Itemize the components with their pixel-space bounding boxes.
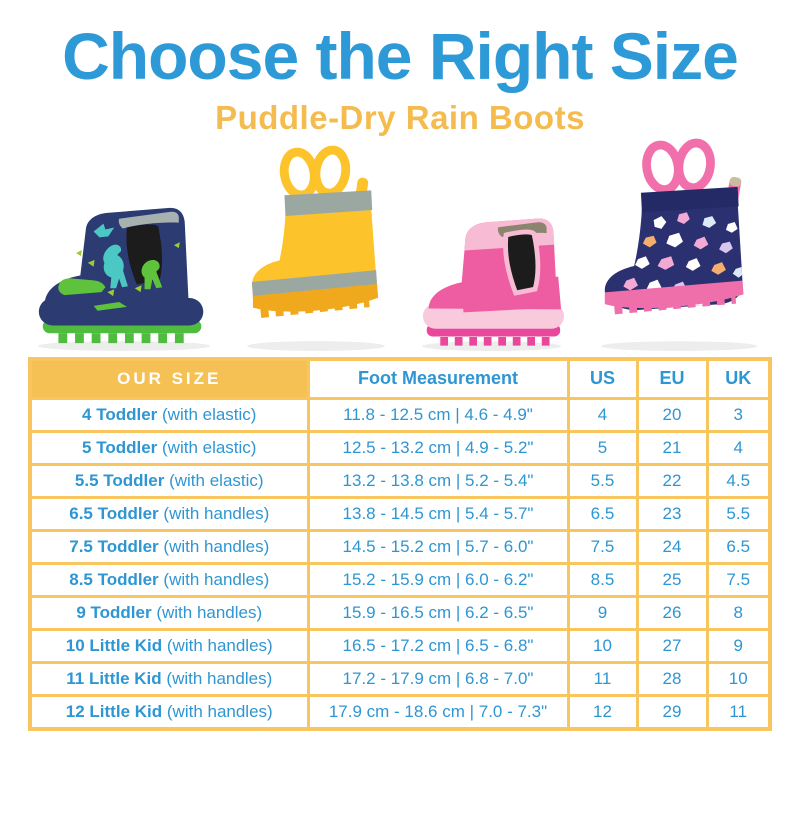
size-note: (with handles) — [163, 537, 270, 557]
size-cell: 7.5 Toddler (with handles) — [28, 529, 310, 566]
column-header-us: US — [566, 357, 639, 401]
uk-size-value: 10 — [705, 661, 772, 698]
foot-measurement-value: 15.9 - 16.5 cm | 6.2 - 6.5" — [306, 595, 570, 632]
size-value: 5.5 Toddler — [74, 471, 165, 491]
size-value: 10 Little Kid — [65, 636, 163, 656]
size-row: 11 Little Kid (with handles) 17.2 - 17.9… — [28, 661, 772, 698]
eu-size-value: 21 — [635, 430, 709, 467]
foot-measurement-value: 11.8 - 12.5 cm | 4.6 - 4.9" — [306, 397, 570, 434]
us-size-value: 4 — [566, 397, 639, 434]
uk-size-value: 11 — [705, 694, 772, 731]
us-size-value: 10 — [566, 628, 639, 665]
foot-measurement-value: 12.5 - 13.2 cm | 4.9 - 5.2" — [306, 430, 570, 467]
terrazzo-boot-image — [600, 138, 758, 351]
size-value: 8.5 Toddler — [69, 570, 159, 590]
size-guide-infographic: Choose the Right Size Puddle-Dry Rain Bo… — [0, 20, 800, 820]
foot-measurement-value: 13.2 - 13.8 cm | 5.2 - 5.4" — [306, 463, 570, 500]
eu-size-value: 27 — [635, 628, 709, 665]
size-row: 7.5 Toddler (with handles) 14.5 - 15.2 c… — [28, 529, 772, 566]
uk-size-value: 5.5 — [705, 496, 772, 533]
dinosaur-boot-image — [37, 207, 211, 351]
column-header-our-size: OUR SIZE — [28, 357, 310, 401]
eu-size-value: 20 — [635, 397, 709, 434]
size-cell: 5 Toddler (with elastic) — [28, 430, 310, 467]
size-cell: 10 Little Kid (with handles) — [28, 628, 310, 665]
size-cell: 6.5 Toddler (with handles) — [28, 496, 310, 533]
size-cell: 8.5 Toddler (with handles) — [28, 562, 310, 599]
size-value: 4 Toddler — [82, 405, 158, 425]
boots-row — [0, 138, 800, 351]
us-size-value: 5 — [566, 430, 639, 467]
size-row: 5 Toddler (with elastic) 12.5 - 13.2 cm … — [28, 430, 772, 467]
column-header-foot-measurement: Foot Measurement — [306, 357, 570, 401]
size-note: (with handles) — [166, 669, 273, 689]
size-note: (with elastic) — [169, 471, 264, 491]
page-subtitle: Puddle-Dry Rain Boots — [215, 98, 585, 136]
pink-boot-image — [421, 218, 565, 351]
uk-size-value: 4.5 — [705, 463, 772, 500]
eu-size-value: 25 — [635, 562, 709, 599]
size-cell: 4 Toddler (with elastic) — [28, 397, 310, 434]
size-note: (with elastic) — [162, 438, 257, 458]
eu-size-value: 23 — [635, 496, 709, 533]
uk-size-value: 3 — [705, 397, 772, 434]
us-size-value: 9 — [566, 595, 639, 632]
eu-size-value: 24 — [635, 529, 709, 566]
uk-size-value: 9 — [705, 628, 772, 665]
foot-measurement-value: 14.5 - 15.2 cm | 5.7 - 6.0" — [306, 529, 570, 566]
us-size-value: 6.5 — [566, 496, 639, 533]
uk-size-value: 4 — [705, 430, 772, 467]
foot-measurement-value: 13.8 - 14.5 cm | 5.4 - 5.7" — [306, 496, 570, 533]
size-value: 11 Little Kid — [66, 669, 162, 689]
size-note: (with handles) — [163, 504, 270, 524]
size-note: (with handles) — [166, 701, 273, 721]
size-value: 7.5 Toddler — [69, 537, 159, 557]
foot-measurement-value: 16.5 - 17.2 cm | 6.5 - 6.8" — [306, 628, 570, 665]
foot-measurement-value: 15.2 - 15.9 cm | 6.0 - 6.2" — [306, 562, 570, 599]
eu-size-value: 26 — [635, 595, 709, 632]
size-cell: 9 Toddler (with handles) — [28, 595, 310, 632]
size-row: 9 Toddler (with handles) 15.9 - 16.5 cm … — [28, 595, 772, 632]
eu-size-value: 22 — [635, 463, 709, 500]
yellow-boot-image — [247, 145, 386, 351]
us-size-value: 5.5 — [566, 463, 639, 500]
column-header-eu: EU — [635, 357, 709, 401]
page-title: Choose the Right Size — [62, 19, 739, 93]
foot-measurement-value: 17.2 - 17.9 cm | 6.8 - 7.0" — [306, 661, 570, 698]
size-value: 9 Toddler — [76, 603, 152, 623]
uk-size-value: 8 — [705, 595, 772, 632]
us-size-value: 11 — [566, 661, 639, 698]
size-value: 5 Toddler — [82, 438, 158, 458]
table-body: 4 Toddler (with elastic) 11.8 - 12.5 cm … — [28, 397, 772, 731]
size-value: 6.5 Toddler — [69, 504, 159, 524]
table-header-row: OUR SIZE Foot Measurement US EU UK — [28, 357, 772, 401]
size-row: 4 Toddler (with elastic) 11.8 - 12.5 cm … — [28, 397, 772, 434]
size-cell: 12 Little Kid (with handles) — [28, 694, 310, 731]
us-size-value: 8.5 — [566, 562, 639, 599]
size-note: (with handles) — [163, 570, 270, 590]
uk-size-value: 7.5 — [705, 562, 772, 599]
size-value: 12 Little Kid — [65, 701, 163, 721]
size-row: 12 Little Kid (with handles) 17.9 cm - 1… — [28, 694, 772, 731]
eu-size-value: 28 — [635, 661, 709, 698]
size-note: (with elastic) — [162, 405, 257, 425]
eu-size-value: 29 — [635, 694, 709, 731]
foot-measurement-value: 17.9 cm - 18.6 cm | 7.0 - 7.3" — [306, 694, 570, 731]
column-header-uk: UK — [705, 357, 772, 401]
size-chart-table: OUR SIZE Foot Measurement US EU UK 4 Tod… — [28, 356, 772, 731]
size-row: 10 Little Kid (with handles) 16.5 - 17.2… — [28, 628, 772, 665]
uk-size-value: 6.5 — [705, 529, 772, 566]
us-size-value: 7.5 — [566, 529, 639, 566]
size-row: 5.5 Toddler (with elastic) 13.2 - 13.8 c… — [28, 463, 772, 500]
size-cell: 5.5 Toddler (with elastic) — [28, 463, 310, 500]
size-row: 8.5 Toddler (with handles) 15.2 - 15.9 c… — [28, 562, 772, 599]
size-cell: 11 Little Kid (with handles) — [28, 661, 310, 698]
size-note: (with handles) — [166, 636, 273, 656]
size-note: (with handles) — [156, 603, 263, 623]
us-size-value: 12 — [566, 694, 639, 731]
size-row: 6.5 Toddler (with handles) 13.8 - 14.5 c… — [28, 496, 772, 533]
